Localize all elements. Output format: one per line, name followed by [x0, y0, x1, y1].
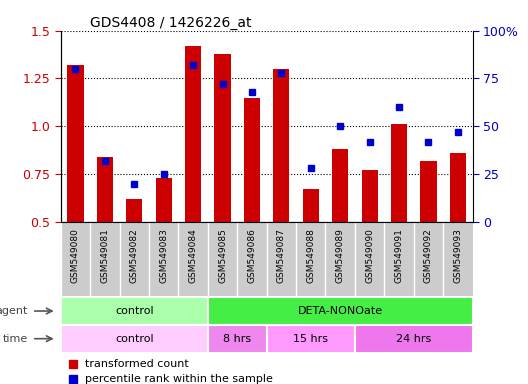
Bar: [362, 170, 378, 222]
Bar: [267, 325, 355, 353]
Bar: [185, 46, 201, 222]
Bar: [303, 189, 319, 222]
Text: GSM549083: GSM549083: [159, 228, 168, 283]
Bar: [68, 65, 83, 222]
Text: control: control: [115, 306, 154, 316]
Text: GDS4408 / 1426226_at: GDS4408 / 1426226_at: [90, 16, 251, 30]
Text: percentile rank within the sample: percentile rank within the sample: [86, 374, 274, 384]
Text: GSM549080: GSM549080: [71, 228, 80, 283]
Bar: [208, 297, 473, 325]
Text: GSM549093: GSM549093: [454, 228, 463, 283]
Text: GSM549081: GSM549081: [100, 228, 109, 283]
Text: GSM549089: GSM549089: [336, 228, 345, 283]
Bar: [391, 124, 407, 222]
Text: GSM549087: GSM549087: [277, 228, 286, 283]
Bar: [61, 325, 208, 353]
Bar: [208, 325, 267, 353]
Bar: [214, 54, 231, 222]
Bar: [274, 69, 289, 222]
Text: GSM549088: GSM549088: [306, 228, 315, 283]
Bar: [156, 178, 172, 222]
Text: GSM549092: GSM549092: [424, 228, 433, 283]
Text: 24 hrs: 24 hrs: [396, 334, 431, 344]
Bar: [355, 325, 473, 353]
Bar: [450, 153, 466, 222]
Text: GSM549091: GSM549091: [394, 228, 403, 283]
Bar: [332, 149, 348, 222]
Text: agent: agent: [0, 306, 28, 316]
Bar: [244, 98, 260, 222]
Text: GSM549090: GSM549090: [365, 228, 374, 283]
Text: control: control: [115, 334, 154, 344]
Text: time: time: [3, 334, 28, 344]
Text: DETA-NONOate: DETA-NONOate: [298, 306, 383, 316]
Bar: [420, 161, 437, 222]
Text: 15 hrs: 15 hrs: [293, 334, 328, 344]
Text: GSM549086: GSM549086: [248, 228, 257, 283]
Text: GSM549085: GSM549085: [218, 228, 227, 283]
Bar: [126, 199, 143, 222]
Text: transformed count: transformed count: [86, 359, 189, 369]
Text: GSM549084: GSM549084: [188, 228, 197, 283]
Text: GSM549082: GSM549082: [130, 228, 139, 283]
Text: 8 hrs: 8 hrs: [223, 334, 251, 344]
Bar: [61, 297, 208, 325]
Bar: [97, 157, 113, 222]
